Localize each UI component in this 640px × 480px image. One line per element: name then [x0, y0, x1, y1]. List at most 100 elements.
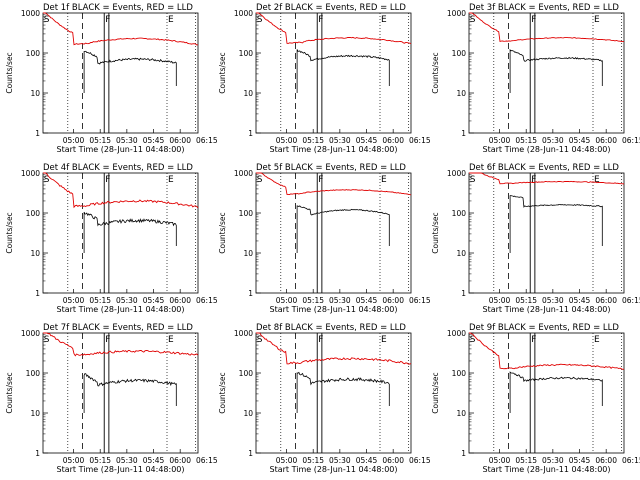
- x-tick-label: 05:00: [489, 456, 511, 465]
- series-lld: [469, 332, 625, 370]
- panel-title: Det 2f BLACK = Events, RED = LLD: [256, 3, 406, 13]
- series-events: [83, 50, 177, 93]
- panel-9: Det 9f BLACK = Events, RED = LLD 1 10 100 10…: [431, 323, 640, 474]
- x-tick-label: 05:00: [63, 296, 85, 305]
- x-tick-label: 05:00: [489, 296, 511, 305]
- marker-label: F: [105, 15, 110, 25]
- panel-title: Det 6f BLACK = Events, RED = LLD: [469, 163, 619, 173]
- y-tick-label: 10: [30, 89, 40, 98]
- series-events: [296, 371, 390, 413]
- y-tick-label: 100: [452, 49, 467, 58]
- marker-label: S: [257, 175, 263, 185]
- x-tick-label: 06:00: [382, 136, 404, 145]
- x-tick-label: 05:30: [542, 136, 564, 145]
- panel-4: Det 4f BLACK = Events, RED = LLD 1 10 100 10…: [5, 163, 218, 314]
- plot-frame: [468, 332, 625, 454]
- x-tick-label: 05:00: [276, 456, 298, 465]
- y-axis-label: Counts/sec: [5, 212, 14, 253]
- y-tick-label: 10: [456, 409, 466, 418]
- marker-label: S: [44, 175, 50, 185]
- marker-label: E: [168, 175, 174, 185]
- y-axis-label: Counts/sec: [431, 52, 440, 93]
- x-tick-label: 05:30: [116, 296, 138, 305]
- marker-label: F: [531, 175, 536, 185]
- y-tick-label: 100: [452, 369, 467, 378]
- panel-title: Det 5f BLACK = Events, RED = LLD: [256, 163, 406, 173]
- x-tick-label: 05:15: [302, 456, 324, 465]
- x-tick-label: 06:15: [196, 296, 218, 305]
- y-axis-label: Counts/sec: [5, 372, 14, 413]
- series-events: [296, 49, 390, 93]
- y-tick-label: 1000: [447, 329, 466, 338]
- panel-title: Det 7f BLACK = Events, RED = LLD: [43, 323, 193, 333]
- x-tick-label: 06:00: [169, 136, 191, 145]
- y-tick-label: 1000: [21, 169, 40, 178]
- x-tick-label: 05:30: [542, 296, 564, 305]
- y-tick-label: 10: [30, 409, 40, 418]
- x-tick-label: 05:15: [89, 456, 111, 465]
- series-events: [509, 371, 603, 413]
- y-tick-label: 1000: [234, 9, 253, 18]
- x-tick-label: 05:15: [515, 456, 537, 465]
- y-tick-label: 1: [248, 289, 253, 298]
- y-tick-label: 100: [26, 209, 41, 218]
- y-tick-label: 10: [456, 249, 466, 258]
- y-tick-label: 100: [26, 369, 41, 378]
- x-tick-label: 05:30: [116, 456, 138, 465]
- series-lld: [256, 332, 412, 365]
- x-tick-label: 06:15: [196, 136, 218, 145]
- x-tick-label: 05:30: [329, 456, 351, 465]
- panel-title: Det 3f BLACK = Events, RED = LLD: [469, 3, 619, 13]
- x-tick-label: 06:15: [409, 296, 431, 305]
- y-tick-label: 100: [452, 209, 467, 218]
- x-tick-label: 05:45: [143, 296, 165, 305]
- x-tick-label: 06:00: [595, 456, 617, 465]
- x-tick-label: 05:00: [489, 136, 511, 145]
- x-axis-label: Start Time (28-Jun-11 04:48:00): [270, 465, 398, 474]
- x-tick-label: 05:45: [569, 136, 591, 145]
- x-tick-label: 06:00: [169, 456, 191, 465]
- marker-label: S: [470, 335, 476, 345]
- marker-label: S: [44, 15, 50, 25]
- series-events: [509, 195, 603, 253]
- series-lld: [43, 12, 199, 46]
- marker-label: E: [594, 335, 600, 345]
- series-lld: [43, 172, 199, 209]
- x-axis-label: Start Time (28-Jun-11 04:48:00): [57, 465, 185, 474]
- panel-3: Det 3f BLACK = Events, RED = LLD 1 10 100 10…: [431, 3, 640, 154]
- x-axis-label: Start Time (28-Jun-11 04:48:00): [483, 305, 611, 314]
- y-tick-label: 1: [461, 449, 466, 458]
- series-lld: [256, 172, 412, 196]
- marker-label: F: [105, 335, 110, 345]
- x-tick-label: 05:15: [515, 136, 537, 145]
- x-tick-label: 05:45: [356, 296, 378, 305]
- y-tick-label: 1: [248, 449, 253, 458]
- x-tick-label: 06:00: [382, 456, 404, 465]
- y-tick-label: 1000: [21, 329, 40, 338]
- panel-7: Det 7f BLACK = Events, RED = LLD 1 10 100 10…: [5, 323, 218, 474]
- y-tick-label: 1000: [21, 9, 40, 18]
- x-tick-label: 05:30: [329, 136, 351, 145]
- marker-label: E: [381, 15, 387, 25]
- y-axis-label: Counts/sec: [218, 212, 227, 253]
- x-tick-label: 05:15: [302, 136, 324, 145]
- x-tick-label: 05:15: [302, 296, 324, 305]
- x-tick-label: 05:00: [276, 296, 298, 305]
- plot-frame: [42, 172, 199, 294]
- x-tick-label: 05:45: [569, 296, 591, 305]
- marker-label: S: [470, 175, 476, 185]
- series-lld: [469, 12, 625, 43]
- marker-label: E: [381, 175, 387, 185]
- y-tick-label: 1: [35, 449, 40, 458]
- x-tick-label: 05:30: [329, 296, 351, 305]
- panel-8: Det 8f BLACK = Events, RED = LLD 1 10 100 10…: [218, 323, 431, 474]
- marker-label: F: [318, 175, 323, 185]
- series-lld: [43, 332, 199, 357]
- marker-label: F: [531, 335, 536, 345]
- marker-label: E: [168, 15, 174, 25]
- panel-title: Det 9f BLACK = Events, RED = LLD: [469, 323, 619, 333]
- y-tick-label: 1: [461, 289, 466, 298]
- series-events: [83, 211, 177, 253]
- x-axis-label: Start Time (28-Jun-11 04:48:00): [270, 305, 398, 314]
